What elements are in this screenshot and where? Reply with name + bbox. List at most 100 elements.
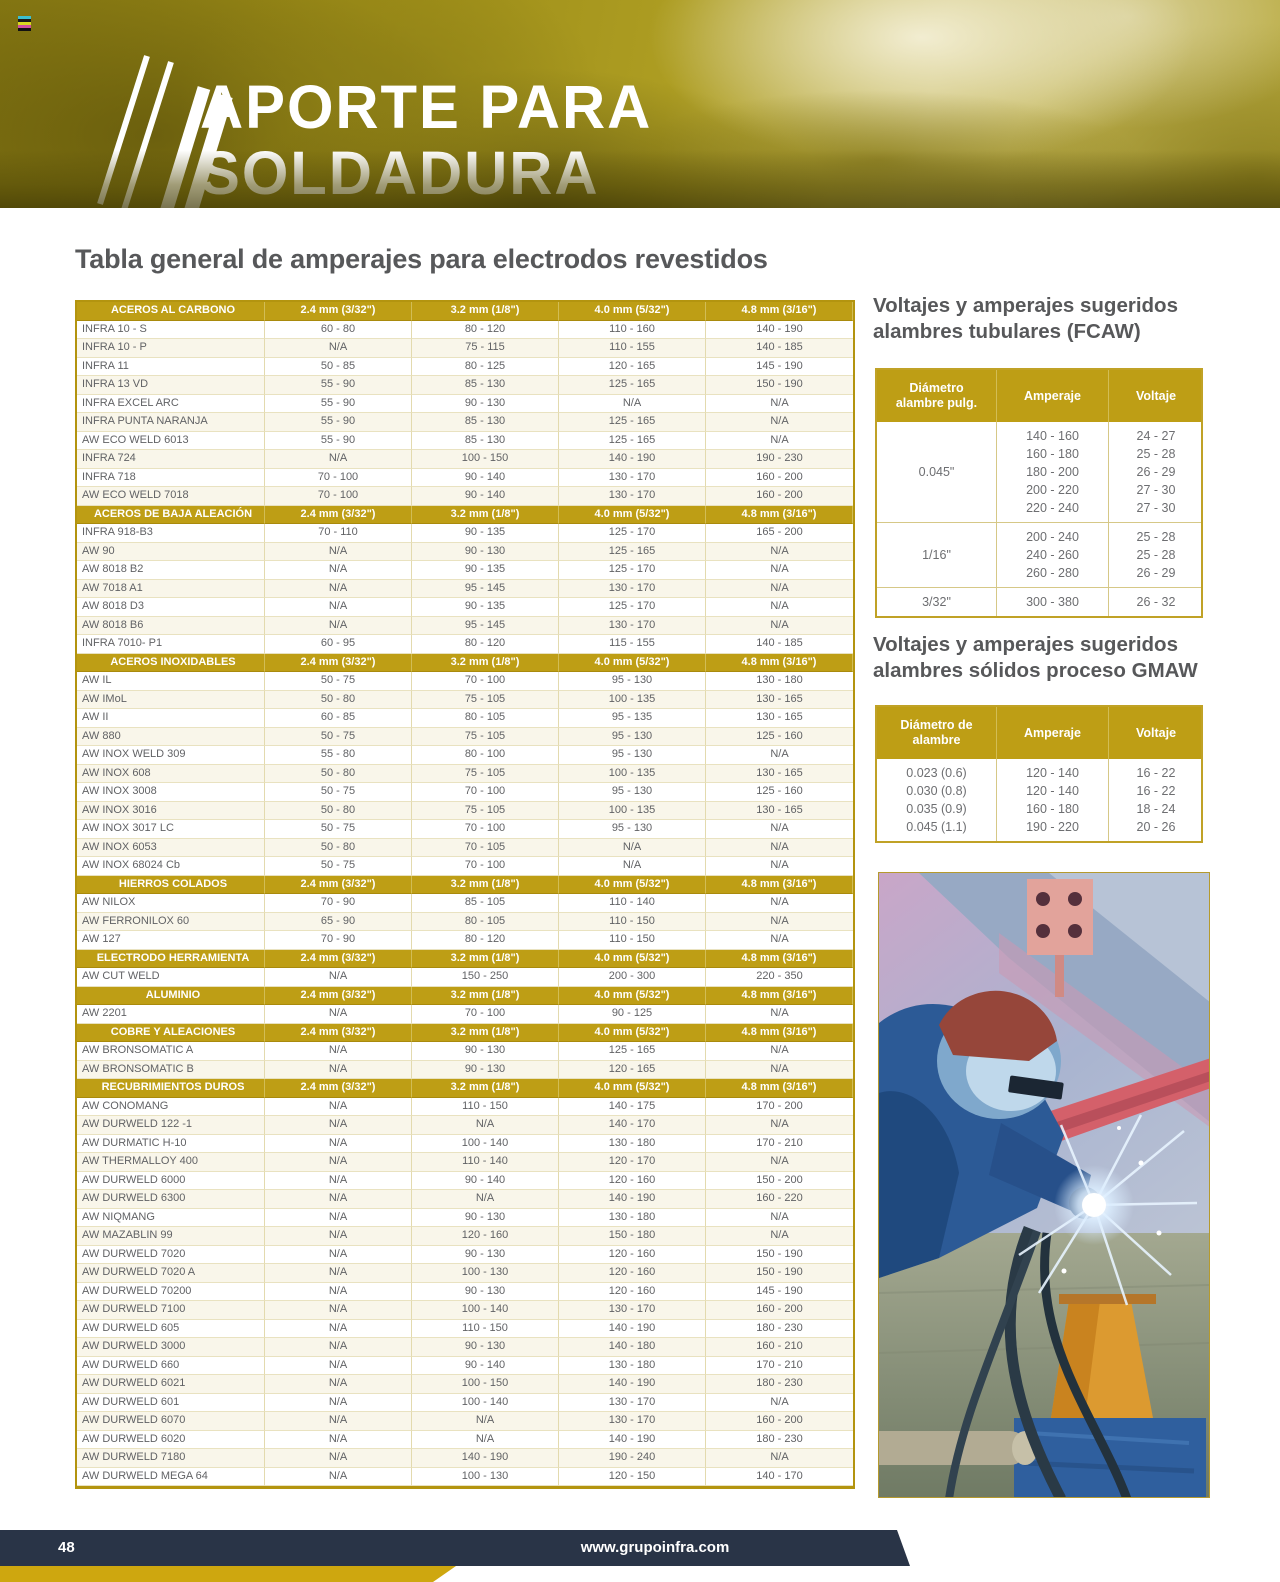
amperage-value-cell: 110 - 150 [559, 912, 706, 931]
amperage-value-cell: N/A [265, 1097, 412, 1116]
amperage-value-cell: N/A [706, 839, 853, 857]
table-row: AW DURWELD MEGA 64 N/A 100 - 130 120 - 150 1… [77, 1467, 853, 1486]
voltage-line: 16 - 22 [1136, 766, 1176, 780]
amperage-value-cell: 50 - 75 [265, 783, 412, 802]
amperage-value-cell: 110 - 150 [412, 1097, 559, 1116]
fcaw-table-body: 0.045" 140 - 160 160 - 180 180 - 200 200 - 2… [877, 422, 1201, 616]
amperage-value-cell: N/A [265, 1134, 412, 1153]
electrode-name-cell: AW 8018 B6 [77, 616, 265, 635]
electrode-name-cell: INFRA 724 [77, 450, 265, 469]
amperage-value-cell: 50 - 80 [265, 838, 412, 857]
electrode-name-cell: AW IMoL [77, 690, 265, 709]
table-row: AW BRONSOMATIC B N/A 90 - 130 120 - 165 N/A [77, 1060, 853, 1079]
amperage-value-cell: 75 - 105 [412, 690, 559, 709]
diameter-column-header: 4.8 mm (3/16") [706, 875, 853, 894]
amperage-value-cell: 130 - 170 [559, 579, 706, 598]
amperage-value-cell: 140 - 180 [559, 1338, 706, 1357]
wire-column-header: Diámetro de alambre [877, 707, 997, 759]
amperage-value-cell: 95 - 130 [559, 727, 706, 746]
amperage-value-cell: 90 - 130 [412, 1060, 559, 1079]
amperage-cell: 140 - 160 160 - 180 180 - 200 200 - 220 220 … [997, 422, 1109, 522]
electrode-name-cell: AW DURWELD 70200 [77, 1282, 265, 1301]
fcaw-table: Diámetro alambre pulg. Amperaje Voltaje 0.… [875, 368, 1203, 618]
amperage-value-cell: 120 - 160 [412, 1227, 559, 1246]
amperage-value-cell: 115 - 155 [559, 635, 706, 654]
amperage-value-cell: 130 - 170 [559, 487, 706, 506]
diameter-column-header: 4.8 mm (3/16") [706, 302, 853, 321]
amperage-line: 220 - 240 [1026, 501, 1079, 515]
amperage-value-cell: 125 - 165 [559, 376, 706, 395]
diameter-column-header: 2.4 mm (3/32") [265, 949, 412, 968]
amperage-line: 140 - 160 [1026, 429, 1079, 443]
amperage-value-cell: 80 - 125 [412, 357, 559, 376]
diameter-column-header: 4.8 mm (3/16") [706, 949, 853, 968]
voltage-line: 24 - 27 [1136, 429, 1176, 443]
voltage-cell: 24 - 27 25 - 28 26 - 29 27 - 30 27 - 30 [1109, 422, 1203, 522]
table-row: AW INOX 3016 50 - 80 75 - 105 100 - 135 130 … [77, 801, 853, 820]
amperage-value-cell: 80 - 120 [412, 635, 559, 654]
amperage-value-cell: N/A [265, 1208, 412, 1227]
table-row: AW MAZABLIN 99 N/A 120 - 160 150 - 180 N/A [77, 1227, 853, 1246]
amperage-value-cell: 180 - 230 [706, 1431, 853, 1449]
amperage-value-cell: 150 - 200 [706, 1172, 853, 1190]
voltage-line: 26 - 29 [1136, 465, 1176, 479]
table-row: AW 2201 N/A 70 - 100 90 - 125 N/A [77, 1005, 853, 1024]
amperage-value-cell: 75 - 105 [412, 764, 559, 783]
amperage-value-cell: 140 - 190 [412, 1449, 559, 1468]
amperage-value-cell: 160 - 200 [706, 1412, 853, 1431]
electrode-name-cell: AW 8018 D3 [77, 598, 265, 617]
electrode-name-cell: INFRA 7010- P1 [77, 635, 265, 654]
amperage-table: ACEROS AL CARBONO 2.4 mm (3/32") 3.2 mm (1… [75, 300, 855, 1489]
amperage-value-cell: N/A [265, 561, 412, 580]
amperage-value-cell: 80 - 120 [412, 931, 559, 950]
amperage-value-cell: 90 - 140 [412, 487, 559, 506]
amperage-value-cell: 100 - 140 [412, 1134, 559, 1153]
amperage-value-cell: 70 - 90 [265, 931, 412, 950]
electrode-name-cell: INFRA 13 VD [77, 376, 265, 395]
amperage-value-cell: N/A [265, 1412, 412, 1431]
table-row: AW DURWELD 6000 N/A 90 - 140 120 - 160 150 -… [77, 1171, 853, 1190]
amperage-value-cell: N/A [265, 579, 412, 598]
table-row: AW NILOX 70 - 90 85 - 105 110 - 140 N/A [77, 894, 853, 913]
amperage-value-cell: 160 - 220 [706, 1190, 853, 1209]
amperage-value-cell: 140 - 190 [559, 1190, 706, 1209]
table-row: INFRA 10 - S 60 - 80 80 - 120 110 - 160 140 … [77, 320, 853, 339]
electrode-name-cell: AW DURWELD 601 [77, 1393, 265, 1412]
amperage-value-cell: 120 - 150 [559, 1467, 706, 1486]
diameter-column-header: 4.0 mm (5/32") [559, 505, 706, 524]
amperage-value-cell: 60 - 80 [265, 320, 412, 339]
table-row: AW DURMATIC H-10 N/A 100 - 140 130 - 180 170… [77, 1134, 853, 1153]
amperage-value-cell: 110 - 160 [559, 320, 706, 339]
electrode-name-cell: INFRA 718 [77, 468, 265, 487]
electrode-name-cell: AW DURWELD MEGA 64 [77, 1467, 265, 1486]
wire-column-header: Voltaje [1135, 725, 1177, 740]
diameter-line: 0.045 (1.1) [906, 820, 967, 834]
table-row: AW CUT WELD N/A 150 - 250 200 - 300 220 - 35… [77, 968, 853, 987]
electrode-name-cell: AW DURWELD 605 [77, 1319, 265, 1338]
amperage-value-cell: N/A [706, 1153, 853, 1172]
diameter-column-header: 4.0 mm (5/32") [559, 1079, 706, 1098]
section-header-row: ACEROS DE BAJA ALEACIÓN 2.4 mm (3/32") 3.2… [77, 505, 853, 524]
voltage-line: 18 - 24 [1136, 802, 1176, 816]
amperage-value-cell: 140 - 170 [706, 1468, 853, 1486]
amperage-value-cell: 50 - 75 [265, 857, 412, 876]
amperage-value-cell: 110 - 140 [559, 894, 706, 913]
amperage-value-cell: N/A [265, 598, 412, 617]
wire-column-header: Diámetro alambre pulg. [877, 370, 997, 422]
amperage-value-cell: 90 - 130 [412, 1245, 559, 1264]
electrode-name-cell: AW INOX 3016 [77, 801, 265, 820]
electrode-name-cell: AW CUT WELD [77, 968, 265, 987]
amperage-value-cell: 160 - 210 [706, 1338, 853, 1357]
amperage-value-cell: 140 - 190 [559, 1430, 706, 1449]
table-row: AW DURWELD 6021 N/A 100 - 150 140 - 190 180 … [77, 1375, 853, 1394]
amperage-value-cell: 140 - 190 [559, 1319, 706, 1338]
electrode-name-cell: INFRA PUNTA NARANJA [77, 413, 265, 432]
amperage-value-cell: N/A [706, 1116, 853, 1135]
voltage-line: 26 - 29 [1136, 566, 1176, 580]
table-row: AW BRONSOMATIC A N/A 90 - 130 125 - 165 N/A [77, 1042, 853, 1061]
amperage-value-cell: N/A [706, 894, 853, 913]
amperage-line: 200 - 240 [1026, 530, 1079, 544]
amperage-value-cell: N/A [706, 561, 853, 580]
fcaw-title: Voltajes y amperajes sugeridos alambres … [873, 293, 1213, 345]
amperage-value-cell: 90 - 130 [412, 1042, 559, 1061]
